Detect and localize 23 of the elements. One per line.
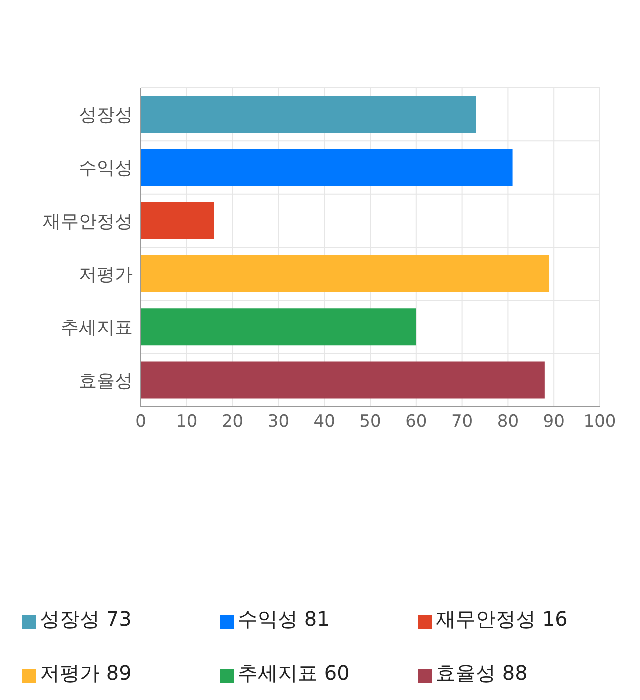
y-tick-label: 효율성 — [79, 370, 133, 392]
y-tick-label: 재무안정성 — [43, 211, 133, 232]
x-tick-label: 70 — [451, 412, 474, 432]
legend-label: 저평가 89 — [40, 660, 133, 687]
x-tick-label: 20 — [222, 412, 244, 432]
y-tick-label: 저평가 — [79, 264, 133, 286]
x-tick-label: 50 — [360, 412, 382, 432]
legend-label: 추세지표 60 — [238, 660, 351, 687]
x-tick-label: 30 — [268, 412, 290, 432]
x-tick-label: 0 — [136, 412, 146, 432]
x-tick-label: 90 — [543, 412, 565, 432]
y-tick-label: 수익성 — [79, 158, 133, 180]
x-tick-label: 80 — [497, 412, 520, 432]
legend-label: 성장성 73 — [40, 606, 133, 633]
x-tick-label: 100 — [584, 412, 616, 432]
x-tick-label: 40 — [314, 412, 336, 432]
y-tick-label: 추세지표 — [61, 318, 133, 339]
x-tick-label: 10 — [176, 412, 198, 432]
legend-label: 재무안정성 16 — [436, 606, 569, 633]
legend-label: 효율성 88 — [436, 660, 529, 687]
y-tick-label: 성장성 — [79, 104, 133, 126]
x-tick-label: 60 — [406, 412, 428, 432]
legend-label: 수익성 81 — [238, 606, 331, 633]
